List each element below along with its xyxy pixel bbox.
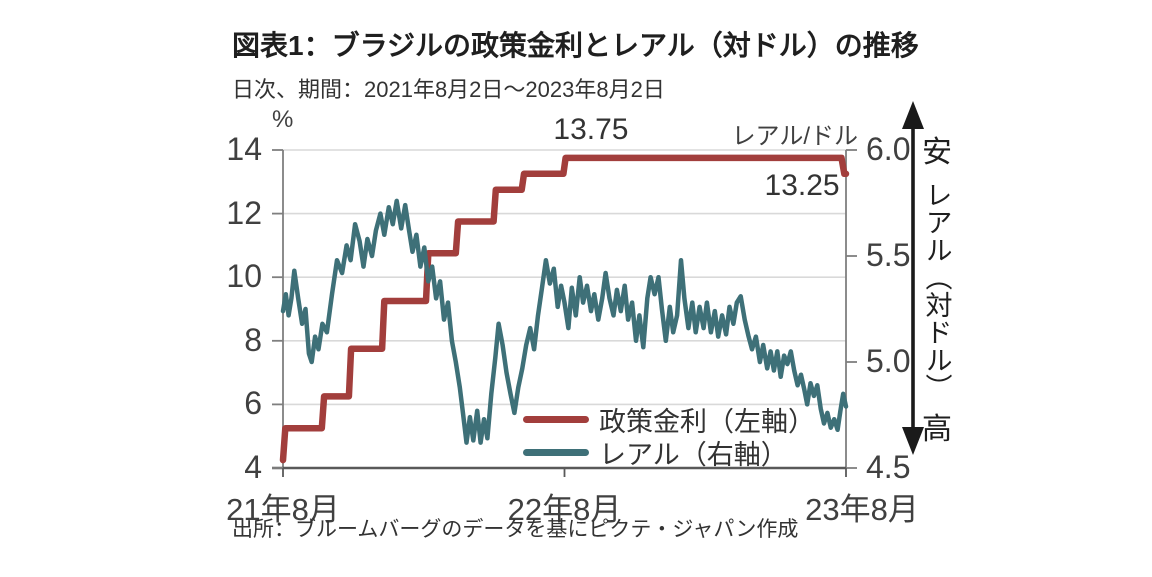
right-axis-tick-label: 6.0	[866, 131, 911, 167]
left-axis-tick-label: 6	[244, 385, 262, 422]
policy-rate-line-swatch	[523, 416, 589, 423]
right-axis-tick-label: 4.5	[866, 449, 911, 485]
left-axis-tick-label: 14	[226, 131, 262, 167]
real-strong-label: 高	[922, 413, 952, 446]
exchange-rate-direction-annotation: 安 レアル（対ドル） 高	[914, 136, 960, 446]
right-axis-tick-label: 5.5	[866, 237, 911, 273]
right-axis-tick-label: 5.0	[866, 343, 911, 379]
right-axis-unit-label: レアル/ドル	[731, 123, 858, 150]
left-axis-unit-label: %	[272, 106, 294, 133]
left-axis-tick-label: 10	[226, 258, 262, 295]
x-axis-tick-label-2021-08: 21年8月	[226, 492, 340, 527]
up-down-arrow-icon	[902, 101, 924, 455]
annotation-policy-rate-current: 13.25	[764, 168, 840, 202]
real-line-swatch	[523, 449, 589, 456]
annotation-policy-rate-peak: 13.75	[553, 112, 629, 146]
left-axis-tick-label: 8	[244, 321, 262, 358]
legend-label-real: レアル（右軸）	[599, 440, 788, 470]
x-axis-tick-label-2022-08: 22年8月	[507, 492, 622, 527]
legend-label-policy-rate: 政策金利（左軸）	[599, 407, 815, 437]
real-axis-direction-label: レアル（対ドル）	[921, 181, 952, 401]
left-axis-tick-label: 4	[244, 449, 262, 485]
legend-item-policy-rate: 政策金利（左軸）	[523, 403, 815, 437]
legend-item-real: レアル（右軸）	[523, 436, 815, 470]
real-weak-label: 安	[922, 136, 952, 169]
x-axis-tick-label-2023-08: 23年8月	[805, 492, 919, 527]
left-axis-tick-label: 12	[226, 194, 262, 231]
chart-subtitle: 日次、期間：2021年8月2日～2023年8月2日	[232, 77, 665, 102]
legend: 政策金利（左軸） レアル（右軸）	[523, 403, 815, 470]
chart-title: 図表1：ブラジルの政策金利とレアル（対ドル）の推移	[232, 30, 919, 61]
source-note: 出所：ブルームバーグのデータを基にピクテ・ジャパン作成	[232, 518, 799, 541]
